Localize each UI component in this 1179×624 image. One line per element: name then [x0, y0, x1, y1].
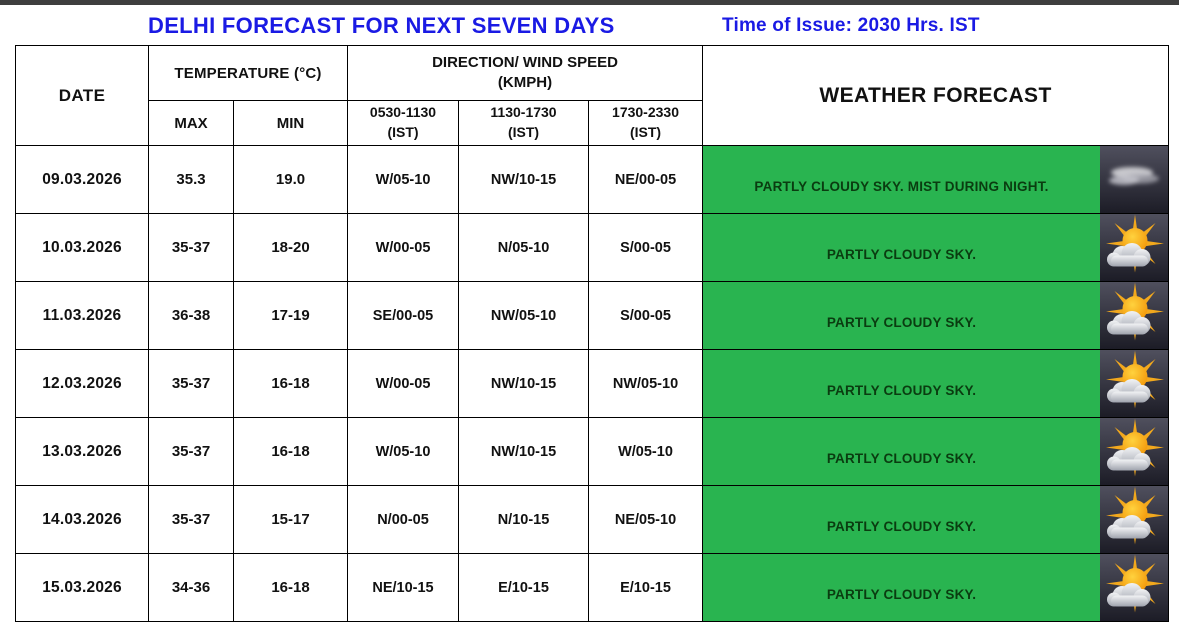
date-cell: 14.03.2026	[15, 485, 149, 554]
max-temp-cell: 35-37	[148, 213, 234, 282]
weather-forecast-cell: PARTLY CLOUDY SKY.	[702, 417, 1170, 486]
forecast-text: PARTLY CLOUDY SKY.	[826, 382, 977, 398]
wind-cell-afternoon: N/05-10	[458, 213, 589, 282]
wind-cell-evening: NW/05-10	[587, 349, 704, 418]
sun-cloud-icon	[1100, 486, 1168, 553]
subheader-max: MAX	[148, 100, 234, 146]
wind-cell-evening: S/00-05	[587, 213, 704, 282]
max-temp-cell: 35-37	[148, 485, 234, 554]
sun-cloud-icon	[1100, 418, 1168, 485]
sun-cloud-icon	[1100, 554, 1168, 621]
table-row: 15.03.2026 34-36 16-18 NE/10-15 E/10-15 …	[15, 553, 1170, 622]
wind-cell-morning: W/05-10	[347, 145, 459, 214]
page-title: DELHI FORECAST FOR NEXT SEVEN DAYS	[148, 13, 615, 38]
min-temp-cell: 16-18	[233, 417, 348, 486]
table-row: 12.03.2026 35-37 16-18 W/00-05 NW/10-15 …	[15, 349, 1170, 418]
max-temp-cell: 36-38	[148, 281, 234, 350]
subheader-period-3: 1730-2330 (IST)	[587, 100, 704, 146]
wind-cell-morning: W/05-10	[347, 417, 459, 486]
wind-header-unit: (KMPH)	[497, 74, 553, 91]
period-ist: (IST)	[507, 124, 540, 140]
table-row: 11.03.2026 36-38 17-19 SE/00-05 NW/05-10…	[15, 281, 1170, 350]
weather-forecast-cell: PARTLY CLOUDY SKY. MIST DURING NIGHT.	[702, 145, 1170, 214]
subheader-min: MIN	[233, 100, 348, 146]
min-temp-cell: 16-18	[233, 349, 348, 418]
forecast-text: PARTLY CLOUDY SKY.	[826, 518, 977, 534]
forecast-text: PARTLY CLOUDY SKY.	[826, 586, 977, 602]
wind-cell-evening: W/05-10	[587, 417, 704, 486]
subheader-period-2: 1130-1730 (IST)	[458, 100, 589, 146]
wind-cell-evening: NE/05-10	[587, 485, 704, 554]
weather-forecast-cell: PARTLY CLOUDY SKY.	[702, 281, 1170, 350]
date-cell: 12.03.2026	[15, 349, 149, 418]
wind-cell-afternoon: NW/10-15	[458, 417, 589, 486]
wind-cell-afternoon: NW/10-15	[458, 145, 589, 214]
min-temp-cell: 19.0	[233, 145, 348, 214]
period-ist: (IST)	[629, 124, 662, 140]
time-of-issue: Time of Issue: 2030 Hrs. IST	[722, 15, 980, 36]
wind-cell-morning: NE/10-15	[347, 553, 459, 622]
wind-cell-morning: N/00-05	[347, 485, 459, 554]
max-temp-cell: 35.3	[148, 145, 234, 214]
wind-cell-afternoon: E/10-15	[458, 553, 589, 622]
min-temp-cell: 17-19	[233, 281, 348, 350]
weather-forecast-cell: PARTLY CLOUDY SKY.	[702, 553, 1170, 622]
wind-cell-morning: W/00-05	[347, 213, 459, 282]
date-cell: 11.03.2026	[15, 281, 149, 350]
wind-cell-afternoon: NW/10-15	[458, 349, 589, 418]
weather-forecast-cell: PARTLY CLOUDY SKY.	[702, 213, 1170, 282]
sun-cloud-icon	[1100, 350, 1168, 417]
mist-cloud-icon	[1100, 146, 1168, 213]
period-range: 0530-1130	[369, 104, 437, 121]
period-ist: (IST)	[387, 124, 419, 140]
title-bar: DELHI FORECAST FOR NEXT SEVEN DAYS Time …	[0, 5, 1179, 45]
table-row: 10.03.2026 35-37 18-20 W/00-05 N/05-10 S…	[15, 213, 1170, 282]
min-temp-cell: 15-17	[233, 485, 348, 554]
max-temp-cell: 35-37	[148, 417, 234, 486]
wind-cell-evening: NE/00-05	[587, 145, 704, 214]
wind-cell-afternoon: N/10-15	[458, 485, 589, 554]
wind-cell-morning: SE/00-05	[347, 281, 459, 350]
wind-cell-evening: E/10-15	[587, 553, 704, 622]
wind-cell-morning: W/00-05	[347, 349, 459, 418]
top-border-strip	[0, 0, 1179, 5]
min-temp-cell: 16-18	[233, 553, 348, 622]
forecast-table: DATE TEMPERATURE (°C) DIRECTION/ WIND SP…	[15, 45, 1170, 622]
min-temp-cell: 18-20	[233, 213, 348, 282]
max-temp-cell: 34-36	[148, 553, 234, 622]
date-cell: 15.03.2026	[15, 553, 149, 622]
sun-cloud-icon	[1100, 214, 1168, 281]
date-cell: 10.03.2026	[15, 213, 149, 282]
date-cell: 13.03.2026	[15, 417, 149, 486]
period-range: 1730-2330	[612, 104, 679, 121]
table-row: 14.03.2026 35-37 15-17 N/00-05 N/10-15 N…	[15, 485, 1170, 554]
forecast-text: PARTLY CLOUDY SKY. MIST DURING NIGHT.	[754, 178, 1049, 194]
column-header-weather: WEATHER FORECAST	[702, 45, 1170, 146]
forecast-text: PARTLY CLOUDY SKY.	[826, 314, 977, 330]
wind-cell-evening: S/00-05	[587, 281, 704, 350]
subheader-period-1: 0530-1130 (IST)	[347, 100, 459, 146]
forecast-text: PARTLY CLOUDY SKY.	[826, 450, 977, 466]
column-header-wind: DIRECTION/ WIND SPEED (KMPH)	[346, 45, 704, 101]
weather-forecast-cell: PARTLY CLOUDY SKY.	[702, 485, 1170, 554]
column-header-date: DATE	[15, 45, 149, 146]
column-header-temperature: TEMPERATURE (°C)	[148, 45, 348, 101]
weather-forecast-cell: PARTLY CLOUDY SKY.	[702, 349, 1170, 418]
sun-cloud-icon	[1100, 282, 1168, 349]
wind-cell-afternoon: NW/05-10	[458, 281, 589, 350]
max-temp-cell: 35-37	[148, 349, 234, 418]
period-range: 1130-1730	[490, 104, 557, 121]
forecast-text: PARTLY CLOUDY SKY.	[826, 246, 977, 262]
date-cell: 09.03.2026	[15, 145, 149, 214]
table-row: 09.03.2026 35.3 19.0 W/05-10 NW/10-15 NE…	[15, 145, 1170, 214]
table-row: 13.03.2026 35-37 16-18 W/05-10 NW/10-15 …	[15, 417, 1170, 486]
wind-header-title: DIRECTION/ WIND SPEED	[432, 53, 618, 71]
